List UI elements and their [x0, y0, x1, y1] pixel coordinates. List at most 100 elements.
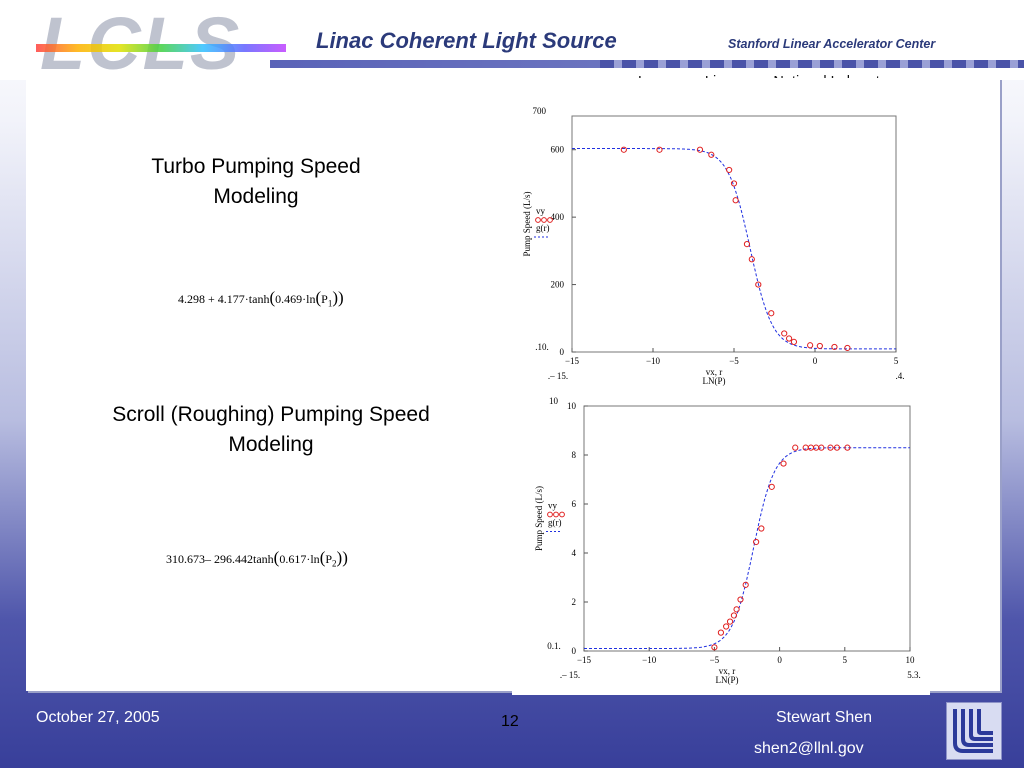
scroll-formula-var: P — [325, 552, 333, 566]
y-tick-label: 0 — [572, 646, 577, 656]
scroll-formula: 310.673– 296.442tanh(0.617·ln(P2)) — [166, 548, 348, 569]
data-point — [656, 146, 663, 153]
y-tick-label: 6 — [572, 499, 577, 509]
data-point — [768, 483, 775, 490]
data-point — [833, 444, 841, 451]
data-point — [755, 281, 762, 288]
plot-frame — [583, 405, 911, 652]
scroll-formula-c: 0.617·ln — [279, 552, 320, 566]
legend-label-vy: vy — [536, 206, 546, 216]
y-axis-label: Pump Speed (L/s) — [534, 486, 544, 551]
y-tick-label: 8 — [572, 450, 577, 460]
data-point — [733, 606, 740, 613]
data-point — [723, 623, 730, 630]
x-axis-label-2: LN(P) — [716, 675, 739, 685]
footer-date: October 27, 2005 — [36, 709, 160, 726]
x-tick-label: −10 — [642, 655, 657, 665]
data-point — [831, 343, 838, 351]
legend-label-vy: vy — [548, 501, 558, 511]
turbo-title: Turbo Pumping Speed Modeling — [151, 155, 361, 208]
legend-label-gr: g(r) — [548, 518, 562, 528]
x-tick-label: 5 — [843, 655, 848, 665]
data-point — [768, 310, 775, 317]
legend-marker-vy — [541, 217, 547, 223]
x-min-label: .– 15. — [560, 670, 580, 680]
x-tick-label: −5 — [710, 655, 720, 665]
y-tick-label: 400 — [551, 212, 565, 222]
x-tick-label: 10 — [906, 655, 916, 665]
data-point — [807, 342, 814, 349]
legend-marker-vy — [559, 511, 565, 518]
x-axis-label-2: LN(P) — [703, 376, 726, 386]
scroll-formula-a: 310.673 — [166, 552, 205, 566]
legend-marker-vy — [535, 217, 541, 223]
x-max-label: 5.3. — [907, 670, 921, 680]
data-point — [758, 525, 765, 532]
footer-email: shen2@llnl.gov — [754, 740, 864, 757]
logo-rainbow-stripe — [36, 44, 286, 52]
data-point — [730, 612, 738, 619]
data-point — [790, 338, 798, 345]
legend-label-gr: g(r) — [536, 223, 550, 233]
scroll-formula-b: 296.442tanh — [214, 552, 274, 566]
data-point — [708, 151, 715, 158]
llnl-logo-icon — [946, 702, 1002, 760]
data-point — [743, 241, 751, 248]
data-point — [753, 538, 760, 546]
plot-frame — [571, 115, 897, 353]
header-org: Stanford Linear Accelerator Center — [728, 37, 936, 51]
x-axis-label: vx, r — [706, 367, 723, 377]
data-point — [717, 629, 725, 636]
data-point — [732, 197, 739, 204]
data-point — [748, 256, 755, 263]
page-number: 12 — [501, 713, 519, 730]
data-point — [730, 180, 738, 187]
data-point — [827, 444, 834, 451]
data-point — [818, 444, 825, 451]
y-tick-label: 200 — [551, 280, 565, 290]
y-min-label: .10. — [535, 342, 549, 352]
turbo-formula-sub: 1 — [327, 298, 333, 309]
scroll-pump-chart: −15 −10 −5 0 5 10 0 2 4 6 8 10 10 0.1. .– 15. 5.3. vx, r… — [512, 396, 930, 695]
y-top-label: 10 — [549, 396, 559, 406]
y-tick-label: 2 — [572, 597, 577, 607]
x-tick-label: −5 — [729, 356, 739, 366]
turbo-formula-op: + — [208, 292, 215, 306]
y-tick-label: 4 — [572, 548, 577, 558]
data-point — [742, 581, 749, 588]
data-point — [737, 596, 744, 603]
y-top-label: 700 — [533, 106, 547, 116]
data-point — [785, 335, 793, 342]
slide-header: LCLS Linac Coherent Light Source Stanfor… — [0, 0, 1024, 90]
data-point — [726, 618, 734, 625]
turbo-formula-b: 4.177·tanh — [217, 292, 270, 306]
x-tick-label: 0 — [813, 356, 818, 366]
fit-curve — [572, 148, 896, 350]
data-point — [780, 460, 787, 467]
data-point — [844, 344, 851, 352]
lcls-logo: LCLS — [40, 2, 242, 85]
y-tick-label: 10 — [567, 401, 577, 411]
legend-marker-vy — [547, 217, 553, 223]
y-tick-label: 600 — [551, 145, 565, 155]
y-tick-label: 0 — [560, 347, 565, 357]
data-point — [792, 444, 799, 451]
x-tick-label: −15 — [565, 356, 580, 366]
x-max-label: .4. — [896, 371, 905, 381]
data-point — [696, 146, 704, 153]
x-tick-label: −15 — [577, 655, 592, 665]
data-point — [807, 444, 814, 451]
x-tick-label: 5 — [894, 356, 899, 366]
scroll-formula-sub: 2 — [332, 558, 337, 569]
header-bar-pattern — [600, 60, 1024, 68]
data-point — [620, 146, 627, 153]
turbo-pump-chart: −15 −10 −5 0 5 0 200 400 600 700 .10. .– 15. .4. vx, … — [506, 104, 912, 394]
data-point — [844, 444, 851, 451]
y-min-label: 0.1. — [547, 641, 561, 651]
data-point — [711, 644, 718, 651]
turbo-formula-a: 4.298 — [178, 292, 205, 306]
y-axis-label: Pump Speed (L/s) — [522, 192, 532, 257]
fit-curve — [584, 447, 910, 649]
data-point — [813, 444, 820, 451]
turbo-formula-c: 0.469·ln — [275, 292, 316, 306]
